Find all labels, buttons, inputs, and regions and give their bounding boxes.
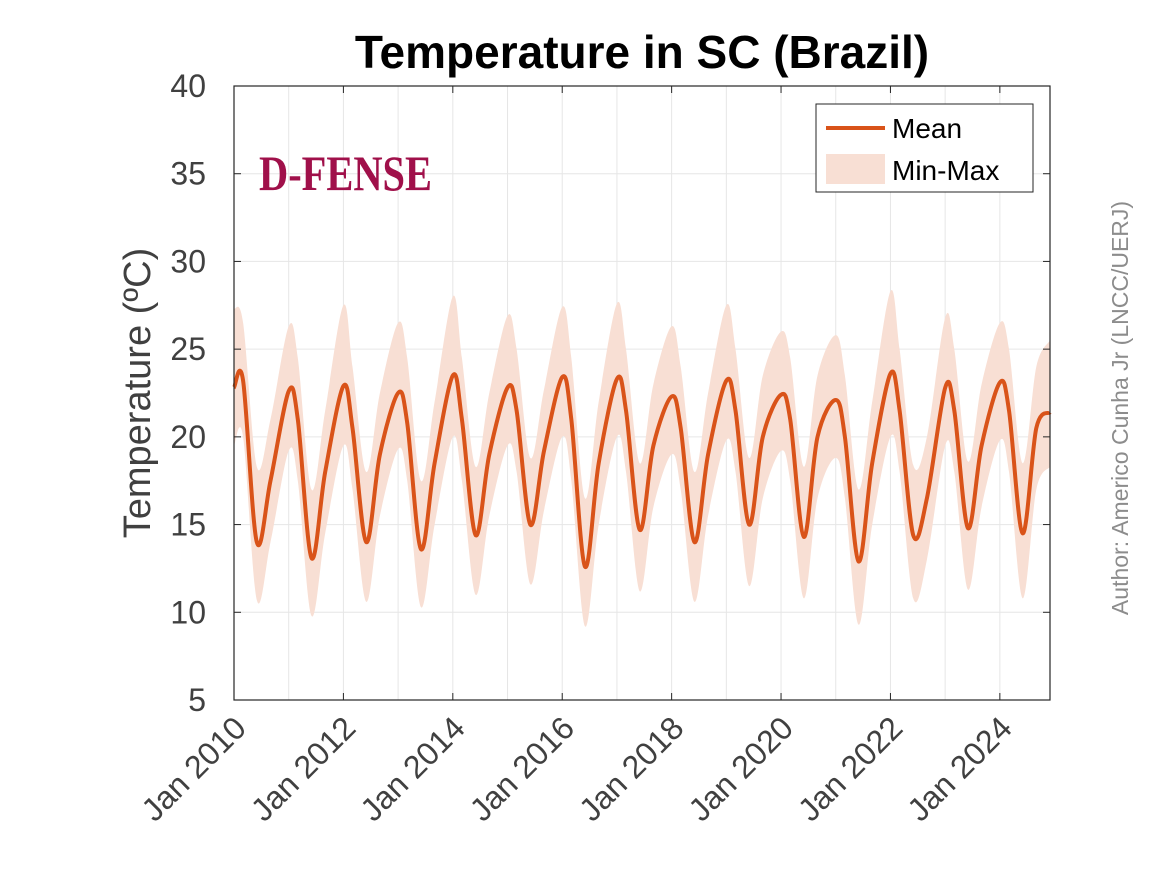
x-tick-label: Jan 2010 [134, 709, 253, 828]
min-max-band [234, 289, 1050, 627]
chart-title: Temperature in SC (Brazil) [355, 26, 929, 78]
y-tick-label: 10 [170, 594, 206, 630]
x-tick-label: Jan 2020 [681, 709, 800, 828]
legend-mean-label: Mean [892, 113, 962, 144]
y-tick-label: 25 [170, 331, 206, 367]
x-tick-label: Jan 2012 [244, 709, 363, 828]
x-tick-label: Jan 2014 [353, 709, 472, 828]
x-tick-label: Jan 2022 [791, 709, 910, 828]
mean-line [232, 368, 1052, 569]
axes-box [233, 85, 1051, 701]
y-tick-label: 5 [188, 682, 206, 718]
y-tick-label: 35 [170, 156, 206, 192]
y-tick-label: 30 [170, 243, 206, 279]
y-axis-label: Temperature (ºC) [117, 248, 159, 539]
x-tick-label: Jan 2016 [463, 709, 582, 828]
legend: Mean Min-Max [815, 103, 1034, 193]
legend-band-label: Min-Max [892, 155, 999, 186]
x-tick-label: Jan 2018 [572, 709, 691, 828]
dfense-logo: D-FENSE [259, 145, 432, 201]
y-tick-label: 20 [170, 419, 206, 455]
author-credit: Author: Americo Cunha Jr (LNCC/UERJ) [1107, 201, 1133, 615]
x-tick-label: Jan 2024 [900, 709, 1019, 828]
y-tick-label: 40 [170, 68, 206, 104]
legend-band-swatch [826, 154, 885, 184]
y-tick-label: 15 [170, 507, 206, 543]
